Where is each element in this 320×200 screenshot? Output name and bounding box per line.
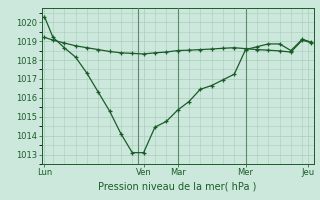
X-axis label: Pression niveau de la mer( hPa ): Pression niveau de la mer( hPa ) <box>99 181 257 191</box>
